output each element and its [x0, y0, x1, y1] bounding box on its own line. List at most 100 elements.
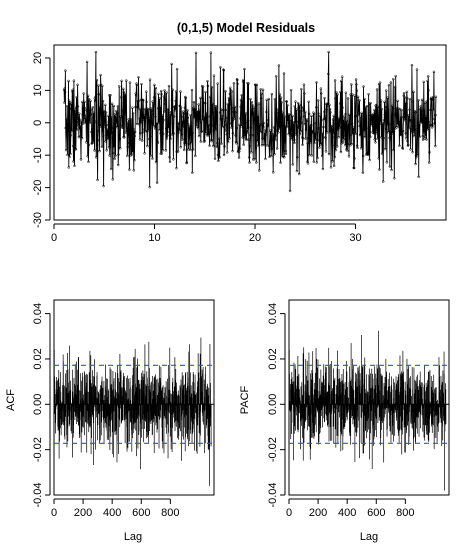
- residual-point: [333, 155, 337, 159]
- residual-point: [62, 88, 66, 92]
- residual-point: [98, 106, 102, 109]
- residual-point: [365, 126, 368, 130]
- residual-point: [289, 88, 293, 92]
- residual-point: [382, 136, 385, 140]
- residual-point: [264, 132, 268, 135]
- residual-point: [410, 63, 414, 67]
- residual-point: [127, 118, 130, 121]
- residual-point: [413, 134, 416, 138]
- residual-point: [88, 119, 91, 123]
- residual-point: [341, 106, 344, 109]
- residual-point: [294, 100, 297, 103]
- residual-point: [391, 107, 395, 110]
- residual-point: [332, 131, 335, 135]
- residual-point: [77, 117, 80, 120]
- residual-line: [63, 51, 437, 191]
- residual-point: [63, 87, 66, 90]
- residual-point: [425, 138, 428, 141]
- residual-point: [129, 137, 132, 141]
- residual-point: [89, 99, 92, 103]
- residual-point: [305, 119, 309, 123]
- residual-point: [339, 150, 343, 154]
- residual-point: [95, 121, 98, 124]
- residual-point: [78, 118, 81, 121]
- residual-point: [77, 120, 80, 123]
- residual-point: [226, 140, 230, 144]
- residual-point: [416, 129, 420, 133]
- residual-point: [156, 140, 159, 143]
- residual-point: [398, 107, 402, 111]
- residual-point: [428, 151, 431, 154]
- residual-point: [217, 146, 221, 150]
- residual-point: [126, 121, 130, 124]
- residual-point: [422, 120, 425, 124]
- residual-point: [266, 124, 270, 127]
- residual-point: [63, 101, 66, 104]
- residual-point: [375, 88, 379, 91]
- residual-point: [327, 50, 330, 54]
- residual-point: [166, 134, 169, 137]
- residual-point: [117, 85, 121, 88]
- residual-point: [211, 124, 215, 127]
- residual-point: [325, 131, 329, 134]
- residual-point: [255, 161, 258, 164]
- residual-point: [215, 145, 219, 149]
- residual-point: [189, 148, 192, 152]
- residual-point: [151, 157, 154, 160]
- residual-point: [73, 108, 77, 112]
- residual-point: [191, 148, 195, 151]
- residual-point: [363, 135, 367, 139]
- residual-point: [164, 149, 168, 152]
- residual-point: [427, 89, 430, 92]
- residual-point: [139, 108, 142, 111]
- residual-point: [99, 73, 102, 77]
- chart-title: (0,1,5) Model Residuals: [177, 21, 315, 35]
- residual-point: [426, 127, 430, 130]
- residual-point: [160, 152, 164, 155]
- residual-point: [226, 124, 229, 128]
- residual-point: [306, 142, 309, 145]
- residual-point: [414, 111, 417, 114]
- residual-point: [383, 113, 387, 116]
- residual-point: [141, 131, 144, 134]
- residual-point: [290, 129, 293, 132]
- residual-point: [377, 130, 380, 133]
- residual-point: [384, 105, 388, 109]
- residual-point: [179, 145, 183, 149]
- residual-point: [199, 120, 203, 124]
- residual-point: [92, 119, 96, 123]
- residual-point: [337, 135, 341, 139]
- residual-point: [186, 116, 190, 119]
- residual-point: [161, 114, 164, 117]
- residual-point: [297, 126, 301, 129]
- residual-point: [175, 150, 178, 153]
- residual-point: [390, 168, 393, 172]
- residual-point: [136, 106, 140, 110]
- residual-point: [283, 155, 286, 159]
- residual-point: [80, 119, 83, 123]
- residual-point: [376, 117, 380, 121]
- residual-point: [191, 171, 194, 174]
- residual-point: [111, 178, 115, 181]
- residual-point: [137, 76, 140, 79]
- residual-point: [168, 115, 171, 119]
- residual-points: [62, 50, 438, 193]
- residual-point: [190, 141, 193, 145]
- residual-point: [235, 142, 238, 145]
- residual-point: [344, 143, 347, 147]
- residual-point: [107, 145, 111, 149]
- residual-point: [204, 90, 207, 94]
- residual-point: [135, 82, 138, 85]
- residual-point: [156, 107, 160, 110]
- residual-point: [388, 123, 391, 126]
- residual-point: [373, 111, 377, 114]
- residual-point: [196, 110, 199, 113]
- residual-point: [342, 125, 346, 129]
- residual-point: [247, 82, 250, 85]
- residual-point: [153, 127, 157, 130]
- residual-point: [432, 108, 435, 112]
- residual-point: [83, 106, 86, 110]
- acf-x-label: Lag: [124, 531, 142, 543]
- residual-point: [335, 145, 339, 148]
